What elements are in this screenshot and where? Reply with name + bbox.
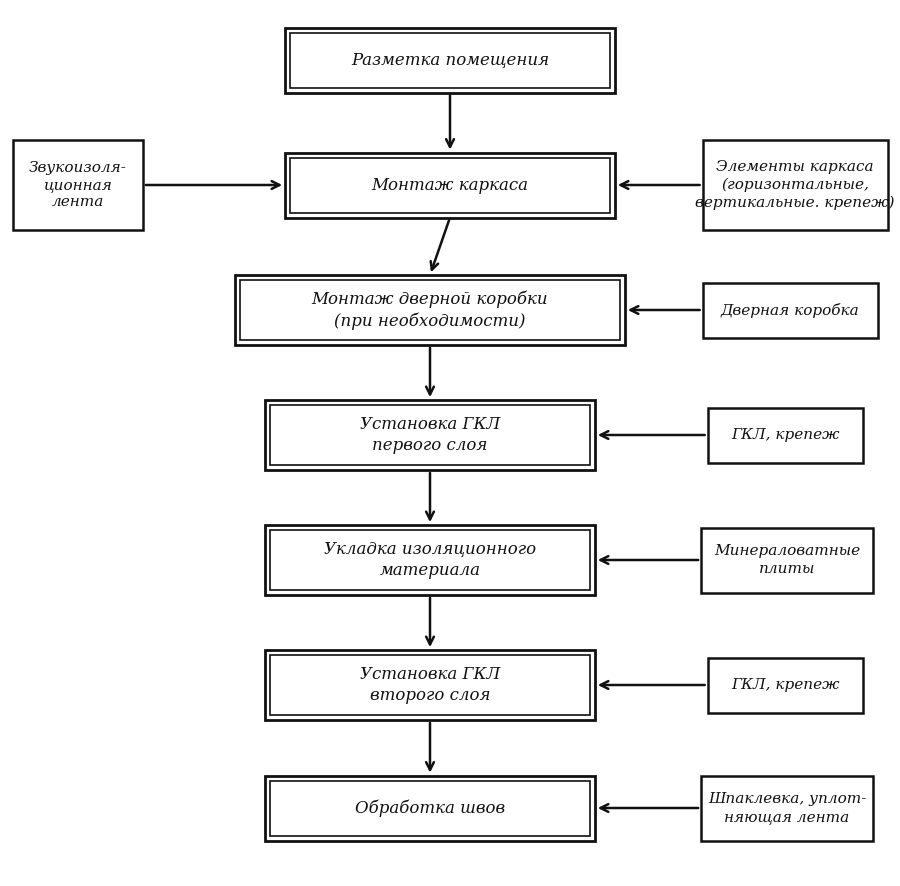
Bar [270,405,590,465]
Bar [265,650,595,720]
Bar [265,400,595,470]
Text: Установка ГКЛ
второго слоя: Установка ГКЛ второго слоя [360,666,500,704]
Bar [290,158,610,213]
Bar [265,775,595,841]
Bar [13,140,143,230]
Text: ГКЛ, крепеж: ГКЛ, крепеж [731,428,839,442]
Text: Укладка изоляционного
материала: Укладка изоляционного материала [324,541,536,579]
Bar [703,283,878,338]
Text: Звукоизоля-
ционная
лента: Звукоизоля- ционная лента [29,160,127,209]
Bar [707,657,862,712]
Bar [265,525,595,595]
Bar [285,152,615,217]
Bar [703,140,887,230]
Text: Шпаклевка, уплот-
няющая лента: Шпаклевка, уплот- няющая лента [707,792,866,824]
Bar [285,27,615,92]
Bar [270,781,590,835]
Bar [240,280,620,340]
Text: Обработка швов: Обработка швов [355,799,505,817]
Bar [701,527,873,593]
Text: Дверная коробка: Дверная коробка [721,302,860,317]
Bar [270,655,590,715]
Text: Монтаж дверной коробки
(при необходимости): Монтаж дверной коробки (при необходимост… [311,291,548,330]
Bar [270,530,590,590]
Text: Установка ГКЛ
первого слоя: Установка ГКЛ первого слоя [360,416,500,454]
Bar [290,33,610,88]
Bar [235,275,625,345]
Text: ГКЛ, крепеж: ГКЛ, крепеж [731,678,839,692]
Text: Элементы каркаса
(горизонтальные,
вертикальные. крепеж): Элементы каркаса (горизонтальные, вертик… [695,160,895,210]
Text: Минераловатные
плиты: Минераловатные плиты [714,544,860,576]
Bar [707,408,862,462]
Bar [701,775,873,841]
Text: Разметка помещения: Разметка помещения [351,51,549,68]
Text: Монтаж каркаса: Монтаж каркаса [372,176,528,193]
